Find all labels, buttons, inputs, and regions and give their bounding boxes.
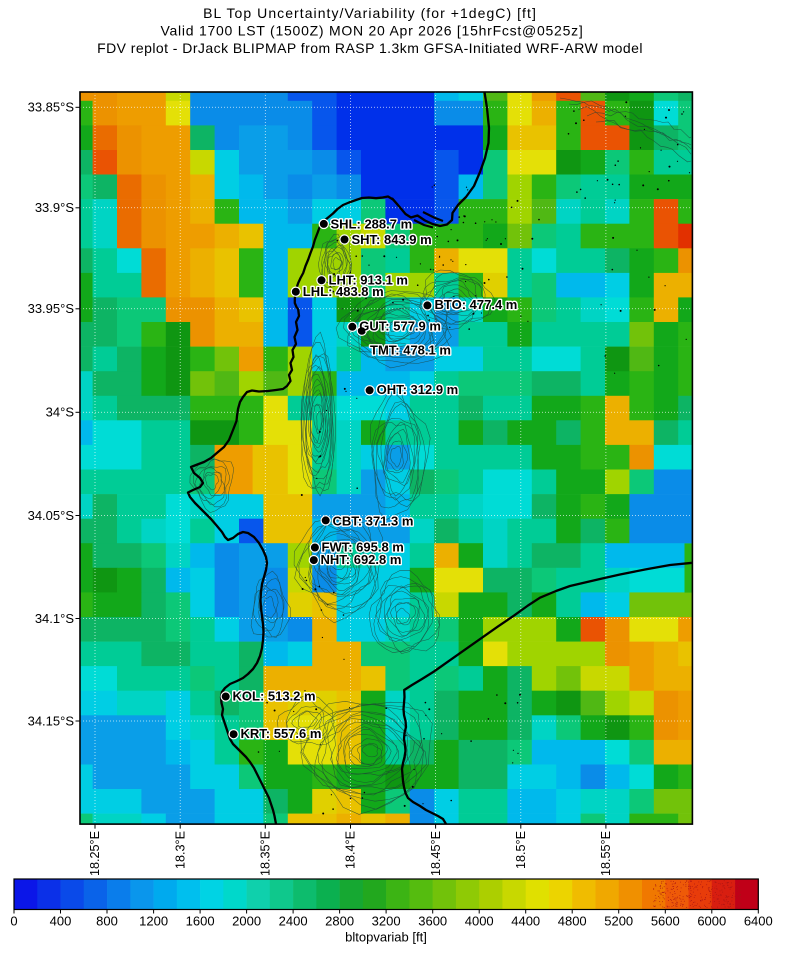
svg-text:Valid 1700 LST (1500Z) MON 20: Valid 1700 LST (1500Z) MON 20 Apr 2026 […: [160, 23, 583, 39]
svg-text:33.95°S: 33.95°S: [28, 301, 75, 316]
svg-text:FDV replot - DrJack BLIPMAP fr: FDV replot - DrJack BLIPMAP from RASP 1.…: [97, 40, 643, 56]
svg-text:2800: 2800: [325, 914, 354, 929]
svg-text:LHT: 913.1 m: LHT: 913.1 m: [329, 273, 408, 288]
svg-text:KRT: 557.6 m: KRT: 557.6 m: [241, 726, 322, 741]
svg-text:GUT: 577.9 m: GUT: 577.9 m: [359, 318, 441, 333]
svg-text:BTO: 477.4 m: BTO: 477.4 m: [435, 297, 518, 312]
svg-text:6000: 6000: [697, 914, 726, 929]
svg-text:0: 0: [10, 914, 17, 929]
svg-text:5200: 5200: [604, 914, 633, 929]
svg-text:BL Top Uncertainty/Variability: BL Top Uncertainty/Variability (for +1de…: [203, 5, 537, 21]
svg-text:2400: 2400: [279, 914, 308, 929]
svg-text:SHL: 288.7 m: SHL: 288.7 m: [331, 216, 413, 231]
svg-text:18.5°E: 18.5°E: [514, 831, 528, 869]
svg-text:33.85°S: 33.85°S: [28, 100, 75, 115]
svg-text:18.35°E: 18.35°E: [259, 831, 273, 876]
svg-text:34.15°S: 34.15°S: [28, 713, 75, 728]
svg-text:18.25°E: 18.25°E: [88, 831, 102, 876]
svg-text:4000: 4000: [465, 914, 494, 929]
svg-text:LHL: 483.8 m: LHL: 483.8 m: [303, 284, 384, 299]
svg-text:5600: 5600: [651, 914, 680, 929]
svg-text:CBT: 371.3 m: CBT: 371.3 m: [333, 514, 414, 529]
svg-text:33.9°S: 33.9°S: [35, 200, 75, 215]
svg-text:34.05°S: 34.05°S: [28, 508, 75, 523]
svg-text:SHT: 843.9 m: SHT: 843.9 m: [352, 232, 432, 247]
svg-text:2000: 2000: [232, 914, 261, 929]
svg-text:TMT: 478.1 m: TMT: 478.1 m: [370, 342, 451, 357]
svg-text:KOL: 513.2 m: KOL: 513.2 m: [233, 689, 316, 704]
svg-text:1600: 1600: [186, 914, 215, 929]
svg-text:3600: 3600: [418, 914, 447, 929]
svg-text:400: 400: [50, 914, 72, 929]
svg-text:800: 800: [96, 914, 118, 929]
svg-text:34°S: 34°S: [46, 405, 75, 420]
svg-text:3200: 3200: [372, 914, 401, 929]
svg-text:4400: 4400: [511, 914, 540, 929]
svg-text:FWT: 695.8 m: FWT: 695.8 m: [322, 540, 404, 555]
svg-text:18.45°E: 18.45°E: [429, 831, 443, 876]
svg-text:OHT: 312.9 m: OHT: 312.9 m: [377, 382, 459, 397]
svg-text:18.3°E: 18.3°E: [173, 831, 187, 869]
svg-text:18.55°E: 18.55°E: [599, 831, 613, 876]
svg-text:bltopvariab [ft]: bltopvariab [ft]: [345, 930, 427, 945]
svg-text:6400: 6400: [744, 914, 773, 929]
svg-text:18.4°E: 18.4°E: [344, 831, 358, 869]
svg-text:34.1°S: 34.1°S: [35, 611, 75, 626]
svg-text:NHT: 692.8 m: NHT: 692.8 m: [321, 552, 402, 567]
svg-text:1200: 1200: [139, 914, 168, 929]
svg-text:4800: 4800: [558, 914, 587, 929]
